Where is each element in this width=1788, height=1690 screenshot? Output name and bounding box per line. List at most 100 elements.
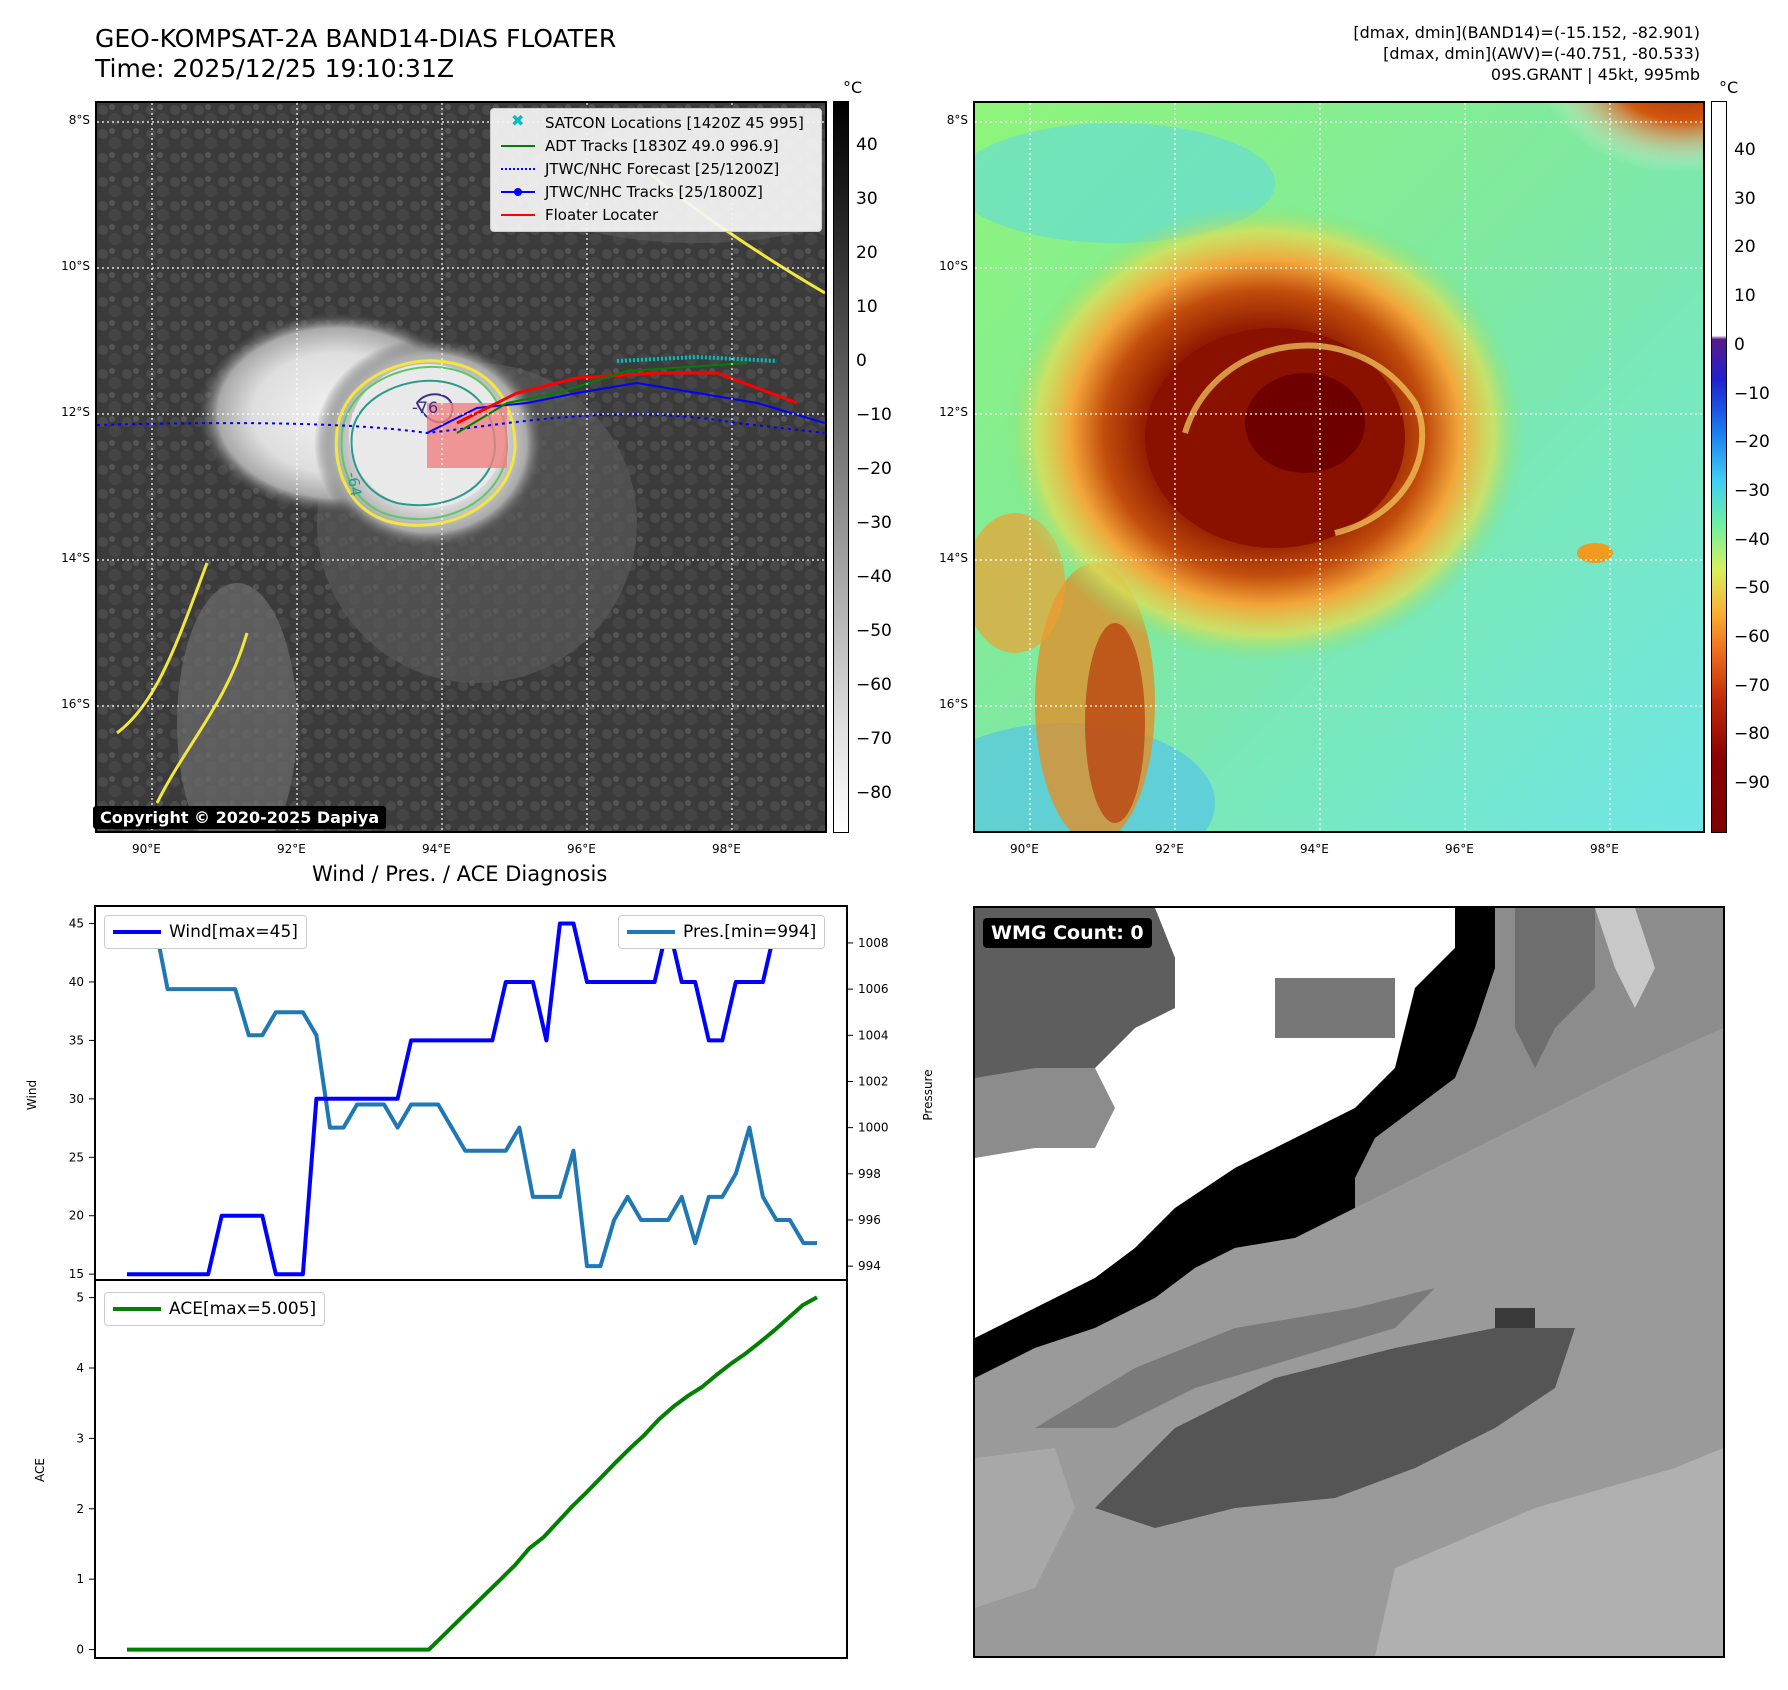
color-lon-tick-4: 98°E xyxy=(1590,842,1619,856)
color-enhanced-panel xyxy=(973,101,1705,833)
color-colorbar-tick-10: −60 xyxy=(1734,627,1770,647)
ace-tick-label-4: 4 xyxy=(76,1361,84,1375)
color-colorbar-tick-5: −10 xyxy=(1734,383,1770,404)
wind-tick-label-2: 25 xyxy=(69,1150,84,1164)
wmg-panel xyxy=(973,906,1725,1658)
ir-colorbar-tick-9: −50 xyxy=(856,621,892,641)
legend-item-satcon: ✖ SATCON Locations [1420Z 45 995] xyxy=(501,111,804,133)
color-lon-tick-0: 90°E xyxy=(1010,842,1039,856)
color-colorbar-tick-2: 20 xyxy=(1734,237,1756,258)
ir-lat-tick-1: 10°S xyxy=(61,259,90,273)
title-line-2: Time: 2025/12/25 19:10:31Z xyxy=(95,54,454,83)
pressure-tick-label-3: 1000 xyxy=(858,1121,889,1135)
pressure-series-line xyxy=(127,917,817,1269)
ace-tick-label-1: 1 xyxy=(76,1572,84,1586)
ace-tick-label-2: 2 xyxy=(76,1502,84,1516)
ir-colorbar-unit: °C xyxy=(843,78,863,97)
satcon-marker-icon: ✖ xyxy=(511,111,525,130)
ir-colorbar-tick-12: −80 xyxy=(856,783,892,803)
color-lat-tick-4: 16°S xyxy=(939,697,968,711)
pressure-axis-label: Pressure xyxy=(921,1069,935,1120)
color-lat-tick-3: 14°S xyxy=(939,551,968,565)
wmg-count-badge: WMG Count: 0 xyxy=(983,918,1152,948)
main-title: GEO-KOMPSAT-2A BAND14-DIAS FLOATER Time:… xyxy=(95,24,616,84)
pressure-line-icon xyxy=(627,930,675,934)
ace-line-icon xyxy=(113,1307,161,1311)
ir-lon-tick-0: 90°E xyxy=(132,842,161,856)
color-colorbar-tick-1: 30 xyxy=(1734,188,1756,209)
legend-label-floater: Floater Locater xyxy=(545,206,659,224)
color-colorbar-tick-3: 10 xyxy=(1734,286,1756,307)
ir-colorbar-tick-4: 0 xyxy=(856,351,867,371)
stats-line-2: [dmax, dmin](AWV)=(-40.751, -80.533) xyxy=(1383,44,1700,63)
pressure-tick-label-2: 998 xyxy=(858,1167,881,1181)
color-lat-tick-0: 8°S xyxy=(946,113,968,127)
tracks-line-icon xyxy=(501,184,535,200)
forecast-line-icon xyxy=(501,161,535,177)
color-lon-tick-2: 94°E xyxy=(1300,842,1329,856)
ir-colorbar-tick-0: 40 xyxy=(856,135,878,155)
pressure-tick-label-6: 1006 xyxy=(858,982,889,996)
ir-colorbar xyxy=(833,101,849,833)
color-lon-tick-1: 92°E xyxy=(1155,842,1184,856)
color-colorbar-unit: °C xyxy=(1719,78,1739,97)
ir-satellite-panel: -76 -64 xyxy=(95,101,827,833)
ace-axis-label: ACE xyxy=(33,1458,47,1482)
wmg-image xyxy=(975,908,1723,1656)
pressure-legend-label: Pres.[min=994] xyxy=(683,922,817,942)
stats-block: [dmax, dmin](BAND14)=(-15.152, -82.901) … xyxy=(1353,22,1700,85)
adt-line-icon xyxy=(501,138,535,154)
legend-item-tracks: JTWC/NHC Tracks [25/1800Z] xyxy=(501,182,763,202)
color-colorbar-tick-0: 40 xyxy=(1734,140,1756,160)
wind-pres-plot-area xyxy=(94,905,848,1281)
diagnosis-chart-title: Wind / Pres. / ACE Diagnosis xyxy=(312,862,608,886)
color-colorbar-tick-8: −40 xyxy=(1734,529,1770,550)
contour-label-64: -64 xyxy=(343,471,365,498)
ir-colorbar-tick-11: −70 xyxy=(856,729,892,749)
wind-axis-label: Wind xyxy=(25,1080,39,1110)
ir-satellite-image: -76 -64 xyxy=(97,103,825,831)
color-gridlines xyxy=(975,103,1703,831)
ir-lon-tick-1: 92°E xyxy=(277,842,306,856)
ir-legend: ✖ SATCON Locations [1420Z 45 995] ADT Tr… xyxy=(490,108,822,232)
ace-plot-area xyxy=(94,1279,848,1659)
ace-tick-label-0: 0 xyxy=(76,1643,84,1657)
legend-label-adt: ADT Tracks [1830Z 49.0 996.9] xyxy=(545,137,779,155)
legend-label-satcon: SATCON Locations [1420Z 45 995] xyxy=(545,114,804,132)
ir-colorbar-tick-8: −40 xyxy=(856,567,892,587)
pressure-tick-label-1: 996 xyxy=(858,1213,881,1227)
pressure-tick-label-5: 1004 xyxy=(858,1028,889,1042)
pressure-tick-label-0: 994 xyxy=(858,1259,881,1273)
color-lat-tick-1: 10°S xyxy=(939,259,968,273)
ir-colorbar-tick-2: 20 xyxy=(856,243,878,263)
ace-series-line xyxy=(127,1295,818,1652)
wind-tick-label-0: 15 xyxy=(69,1267,84,1281)
floater-line-icon xyxy=(501,207,535,223)
pressure-legend: Pres.[min=994] xyxy=(618,915,826,949)
color-colorbar-tick-7: −30 xyxy=(1734,480,1770,501)
color-colorbar-tick-11: −70 xyxy=(1734,675,1770,696)
wind-legend: Wind[max=45] xyxy=(104,915,307,949)
ir-lon-tick-3: 96°E xyxy=(567,842,596,856)
wind-tick-label-5: 40 xyxy=(69,975,84,989)
color-colorbar-tick-4: 0 xyxy=(1734,334,1745,355)
pressure-tick-label-4: 1002 xyxy=(858,1074,889,1088)
pressure-tick-label-7: 1008 xyxy=(858,936,889,950)
color-lat-tick-2: 12°S xyxy=(939,405,968,419)
ir-lat-tick-2: 12°S xyxy=(61,405,90,419)
ace-legend-label: ACE[max=5.005] xyxy=(169,1299,317,1319)
wind-series-line xyxy=(127,921,817,1277)
color-lon-tick-3: 96°E xyxy=(1445,842,1474,856)
contour-label-76: -76 xyxy=(412,398,438,417)
title-line-1: GEO-KOMPSAT-2A BAND14-DIAS FLOATER xyxy=(95,24,617,53)
color-colorbar-tick-6: −20 xyxy=(1734,432,1770,453)
ir-lat-tick-4: 16°S xyxy=(61,697,90,711)
ir-lon-tick-2: 94°E xyxy=(422,842,451,856)
wind-legend-label: Wind[max=45] xyxy=(169,922,298,942)
wind-tick-label-6: 45 xyxy=(69,917,84,931)
color-colorbar-tick-13: −90 xyxy=(1734,773,1770,794)
color-colorbar-tick-9: −50 xyxy=(1734,578,1770,599)
legend-label-tracks: JTWC/NHC Tracks [25/1800Z] xyxy=(545,183,763,201)
color-colorbar xyxy=(1711,101,1727,833)
ir-colorbar-tick-3: 10 xyxy=(856,297,878,317)
